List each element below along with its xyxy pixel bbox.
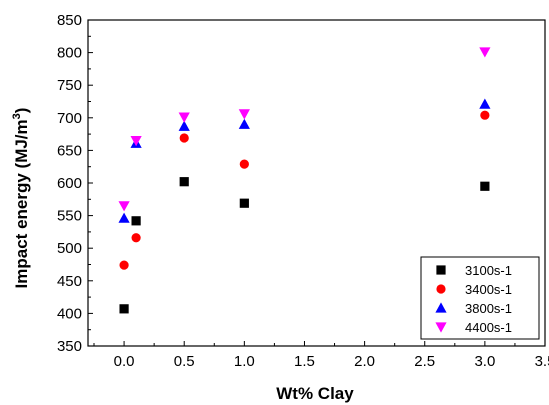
legend-marker	[435, 302, 447, 313]
data-point	[238, 118, 250, 129]
data-point	[119, 304, 129, 314]
y-axis-label: Impact energy (MJ/m3)	[11, 108, 31, 289]
y-tick-label: 850	[57, 12, 82, 29]
x-tick-label: 1.5	[294, 353, 315, 370]
data-point	[178, 112, 190, 123]
data-point	[118, 201, 130, 212]
y-tick-label: 700	[57, 110, 82, 127]
y-tick-label: 550	[57, 208, 82, 225]
x-tick-label: 3.0	[474, 353, 495, 370]
y-axis-label-superscript: 3	[11, 113, 23, 119]
y-tick-label: 450	[57, 273, 82, 290]
legend-label: 3400s-1	[465, 282, 512, 297]
data-point	[239, 198, 249, 208]
x-tick-label: 2.0	[354, 353, 375, 370]
x-tick-label: 2.5	[414, 353, 435, 370]
data-point	[179, 133, 189, 143]
data-point	[479, 47, 491, 58]
legend-marker	[436, 265, 446, 275]
data-point	[239, 159, 249, 169]
legend-marker	[435, 322, 447, 333]
data-point	[238, 109, 250, 120]
data-point	[131, 216, 141, 226]
y-tick-label: 650	[57, 142, 82, 159]
data-point	[479, 98, 491, 109]
x-tick-label: 0.0	[114, 353, 135, 370]
legend: 3100s-1 3400s-1 3800s-1 4400s-1	[420, 256, 540, 340]
x-tick-label: 1.0	[234, 353, 255, 370]
y-axis-label-suffix: )	[12, 108, 31, 114]
legend-marker	[436, 284, 446, 294]
data-point	[480, 181, 490, 191]
x-tick-label: 0.5	[174, 353, 195, 370]
data-point	[130, 136, 142, 147]
data-point	[480, 110, 490, 120]
data-point	[119, 260, 129, 270]
x-axis-label: Wt% Clay	[276, 384, 354, 403]
data-point	[118, 212, 130, 223]
y-tick-label: 350	[57, 338, 82, 355]
y-tick-label: 800	[57, 45, 82, 62]
data-point	[179, 177, 189, 187]
x-axis: 0.0 0.5 1.0 1.5 2.0 2.5 3.0 3.5	[93, 341, 549, 370]
data-point	[131, 233, 141, 243]
y-tick-label: 600	[57, 175, 82, 192]
data-point	[178, 120, 190, 131]
x-tick-label: 3.5	[535, 353, 549, 370]
y-tick-label: 500	[57, 240, 82, 257]
y-tick-label: 750	[57, 77, 82, 94]
legend-label: 3100s-1	[465, 263, 512, 278]
y-axis: 350 400 450 500 550 600 650 700 750 800 850	[57, 12, 93, 355]
legend-label: 4400s-1	[465, 320, 512, 335]
legend-label: 3800s-1	[465, 301, 512, 316]
data-points	[118, 47, 491, 314]
y-tick-label: 400	[57, 305, 82, 322]
